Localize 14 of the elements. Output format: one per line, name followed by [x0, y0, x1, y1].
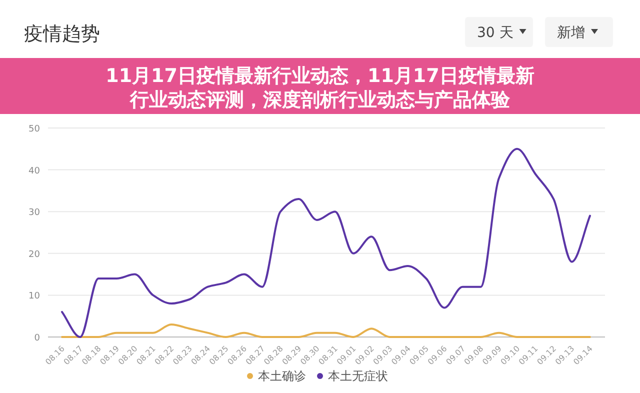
- y-tick-label: 10: [28, 292, 40, 302]
- button: 新增: [545, 17, 613, 47]
- y-tick-label: 30: [28, 208, 40, 218]
- y-tick-label: 20: [28, 250, 40, 260]
- y-tick-label: 50: [28, 124, 40, 134]
- chart-title: 疫情趋势: [24, 23, 100, 45]
- line-series: [61, 148, 591, 338]
- y-tick-label: 40: [28, 166, 40, 176]
- legend-label: 本土确诊: [258, 369, 306, 383]
- line-series: [61, 323, 591, 338]
- legend-label: 本土无症状: [328, 369, 388, 383]
- text: 11月17日疫情最新行业动态，11月17日疫情最新行业动态评测，深度剖析行业动态与产品体验: [106, 65, 534, 111]
- button: 30 天: [465, 17, 533, 47]
- y-tick-label: 0: [34, 334, 40, 344]
